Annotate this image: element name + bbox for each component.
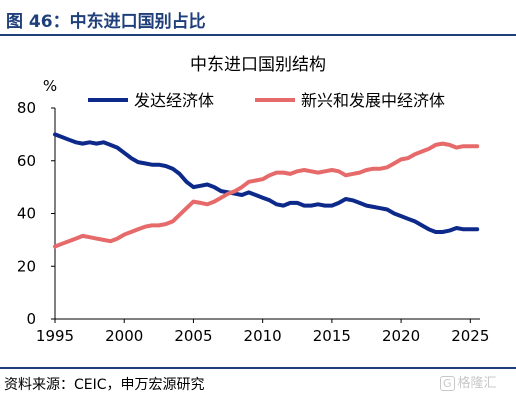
x-tick-label: 2005	[174, 327, 212, 345]
chart-title: 中东进口国别结构	[190, 55, 326, 75]
x-tick-label: 2025	[451, 327, 489, 345]
source-note: 资料来源：CEIC，申万宏源研究	[4, 377, 205, 393]
y-tick-label: 60	[17, 152, 36, 170]
legend-label-2: 新兴和发展中经济体	[301, 91, 445, 110]
header-divider	[0, 34, 516, 36]
figure-header: 图 46：中东进口国别占比	[0, 0, 516, 36]
y-tick-label: 0	[26, 310, 36, 328]
series-line-1	[53, 132, 480, 234]
x-tick-label: 2000	[105, 327, 143, 345]
series-line-2	[53, 141, 480, 249]
watermark: G 格隆汇	[440, 372, 497, 391]
watermark-logo-icon: G	[440, 376, 455, 391]
x-tick-label: 1995	[36, 327, 74, 345]
legend: 发达经济体 新兴和发展中经济体	[88, 91, 445, 110]
y-tick-label: 20	[17, 257, 36, 275]
legend-label-1: 发达经济体	[134, 91, 214, 110]
y-tick-label: 40	[17, 205, 36, 223]
watermark-text: 格隆汇	[457, 376, 497, 391]
footer-divider	[0, 367, 516, 369]
figure-label: 图 46：中东进口国别占比	[6, 12, 206, 32]
x-tick-label: 2020	[382, 327, 420, 345]
x-tick-label: 2015	[313, 327, 351, 345]
y-axis-unit: %	[43, 77, 57, 95]
line-chart: 中东进口国别结构 % 发达经济体 新兴和发展中经济体 0 20 40 60 80 1995 2…	[17, 55, 489, 345]
series-lines	[53, 132, 480, 249]
axes: 0 20 40 60 80 1995 2000 2005 2010 2015 2020 2025	[17, 99, 489, 345]
x-tick-label: 2010	[244, 327, 282, 345]
y-tick-label: 80	[17, 99, 36, 117]
